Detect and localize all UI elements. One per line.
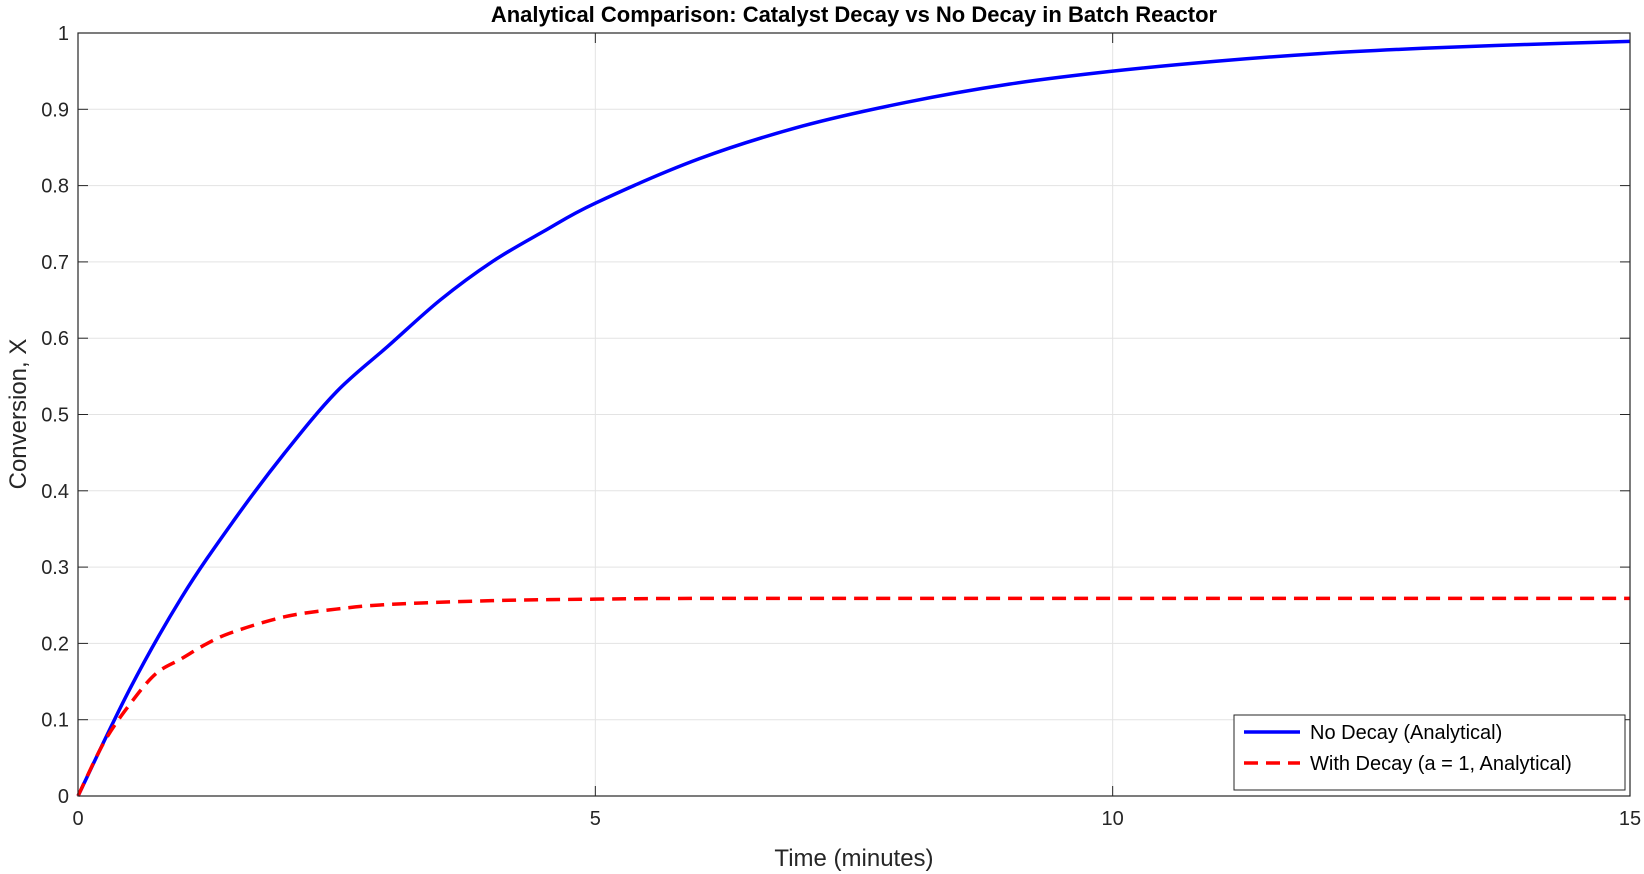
ticks: 0 5 10 15 0 0.1 0.2 0.3 0.4 0.5 0.6 0.7 0.8 0.9 1 (41, 23, 1641, 830)
y-tick-label: 0 (58, 786, 69, 808)
x-tick-label: 0 (72, 808, 83, 830)
y-tick-label: 0.8 (41, 176, 69, 198)
legend-box (1233, 714, 1626, 791)
series-line-no-decay (76, 39, 1631, 797)
y-tick-label: 0.5 (41, 405, 69, 427)
y-tick-label: 0.4 (41, 481, 69, 503)
y-tick-label: 1 (58, 23, 69, 45)
y-tick-label: 0.3 (41, 557, 69, 579)
y-tick-label: 0.7 (41, 252, 69, 274)
series-line-with-decay (76, 596, 1630, 797)
y-tick-label: 0.2 (41, 633, 69, 655)
chart-title: Analytical Comparison: Catalyst Decay vs… (491, 2, 1218, 27)
y-tick-label: 0.6 (41, 328, 69, 350)
legend-label-with-decay: With Decay (a = 1, Analytical) (1310, 753, 1572, 775)
x-tick-label: 15 (1619, 808, 1641, 830)
series-layer (76, 39, 1631, 797)
y-tick-label: 0.1 (41, 710, 69, 732)
y-tick-label: 0.9 (41, 99, 69, 121)
legend-label-no-decay: No Decay (Analytical) (1310, 722, 1502, 744)
legend: No Decay (Analytical) With Decay (a = 1,… (1233, 714, 1626, 791)
x-tick-label: 10 (1102, 808, 1124, 830)
x-tick-label: 5 (590, 808, 601, 830)
x-axis-title: Time (minutes) (774, 845, 933, 872)
y-axis-title: Conversion, X (5, 339, 32, 490)
